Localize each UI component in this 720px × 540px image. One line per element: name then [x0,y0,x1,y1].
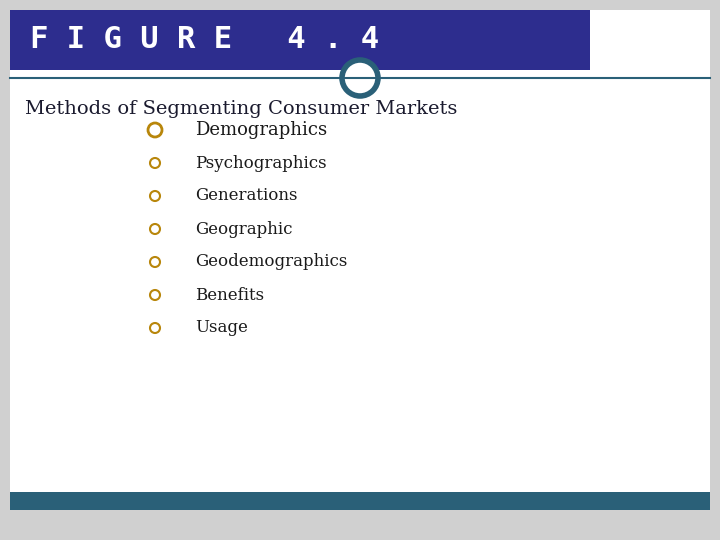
Text: Usage: Usage [195,320,248,336]
Circle shape [342,60,378,96]
Text: Demographics: Demographics [195,121,327,139]
Text: Generations: Generations [195,187,297,205]
Circle shape [150,191,160,201]
Text: Methods of Segmenting Consumer Markets: Methods of Segmenting Consumer Markets [25,100,457,118]
Text: Geodemographics: Geodemographics [195,253,347,271]
Circle shape [150,257,160,267]
Circle shape [150,158,160,168]
Text: Geographic: Geographic [195,220,292,238]
Circle shape [150,224,160,234]
Text: F I G U R E   4 . 4: F I G U R E 4 . 4 [30,25,379,55]
Text: Benefits: Benefits [195,287,264,303]
Circle shape [150,323,160,333]
Text: Psychographics: Psychographics [195,154,327,172]
FancyBboxPatch shape [10,10,590,70]
FancyBboxPatch shape [10,492,710,510]
Circle shape [148,123,162,137]
Circle shape [150,290,160,300]
FancyBboxPatch shape [10,10,710,510]
